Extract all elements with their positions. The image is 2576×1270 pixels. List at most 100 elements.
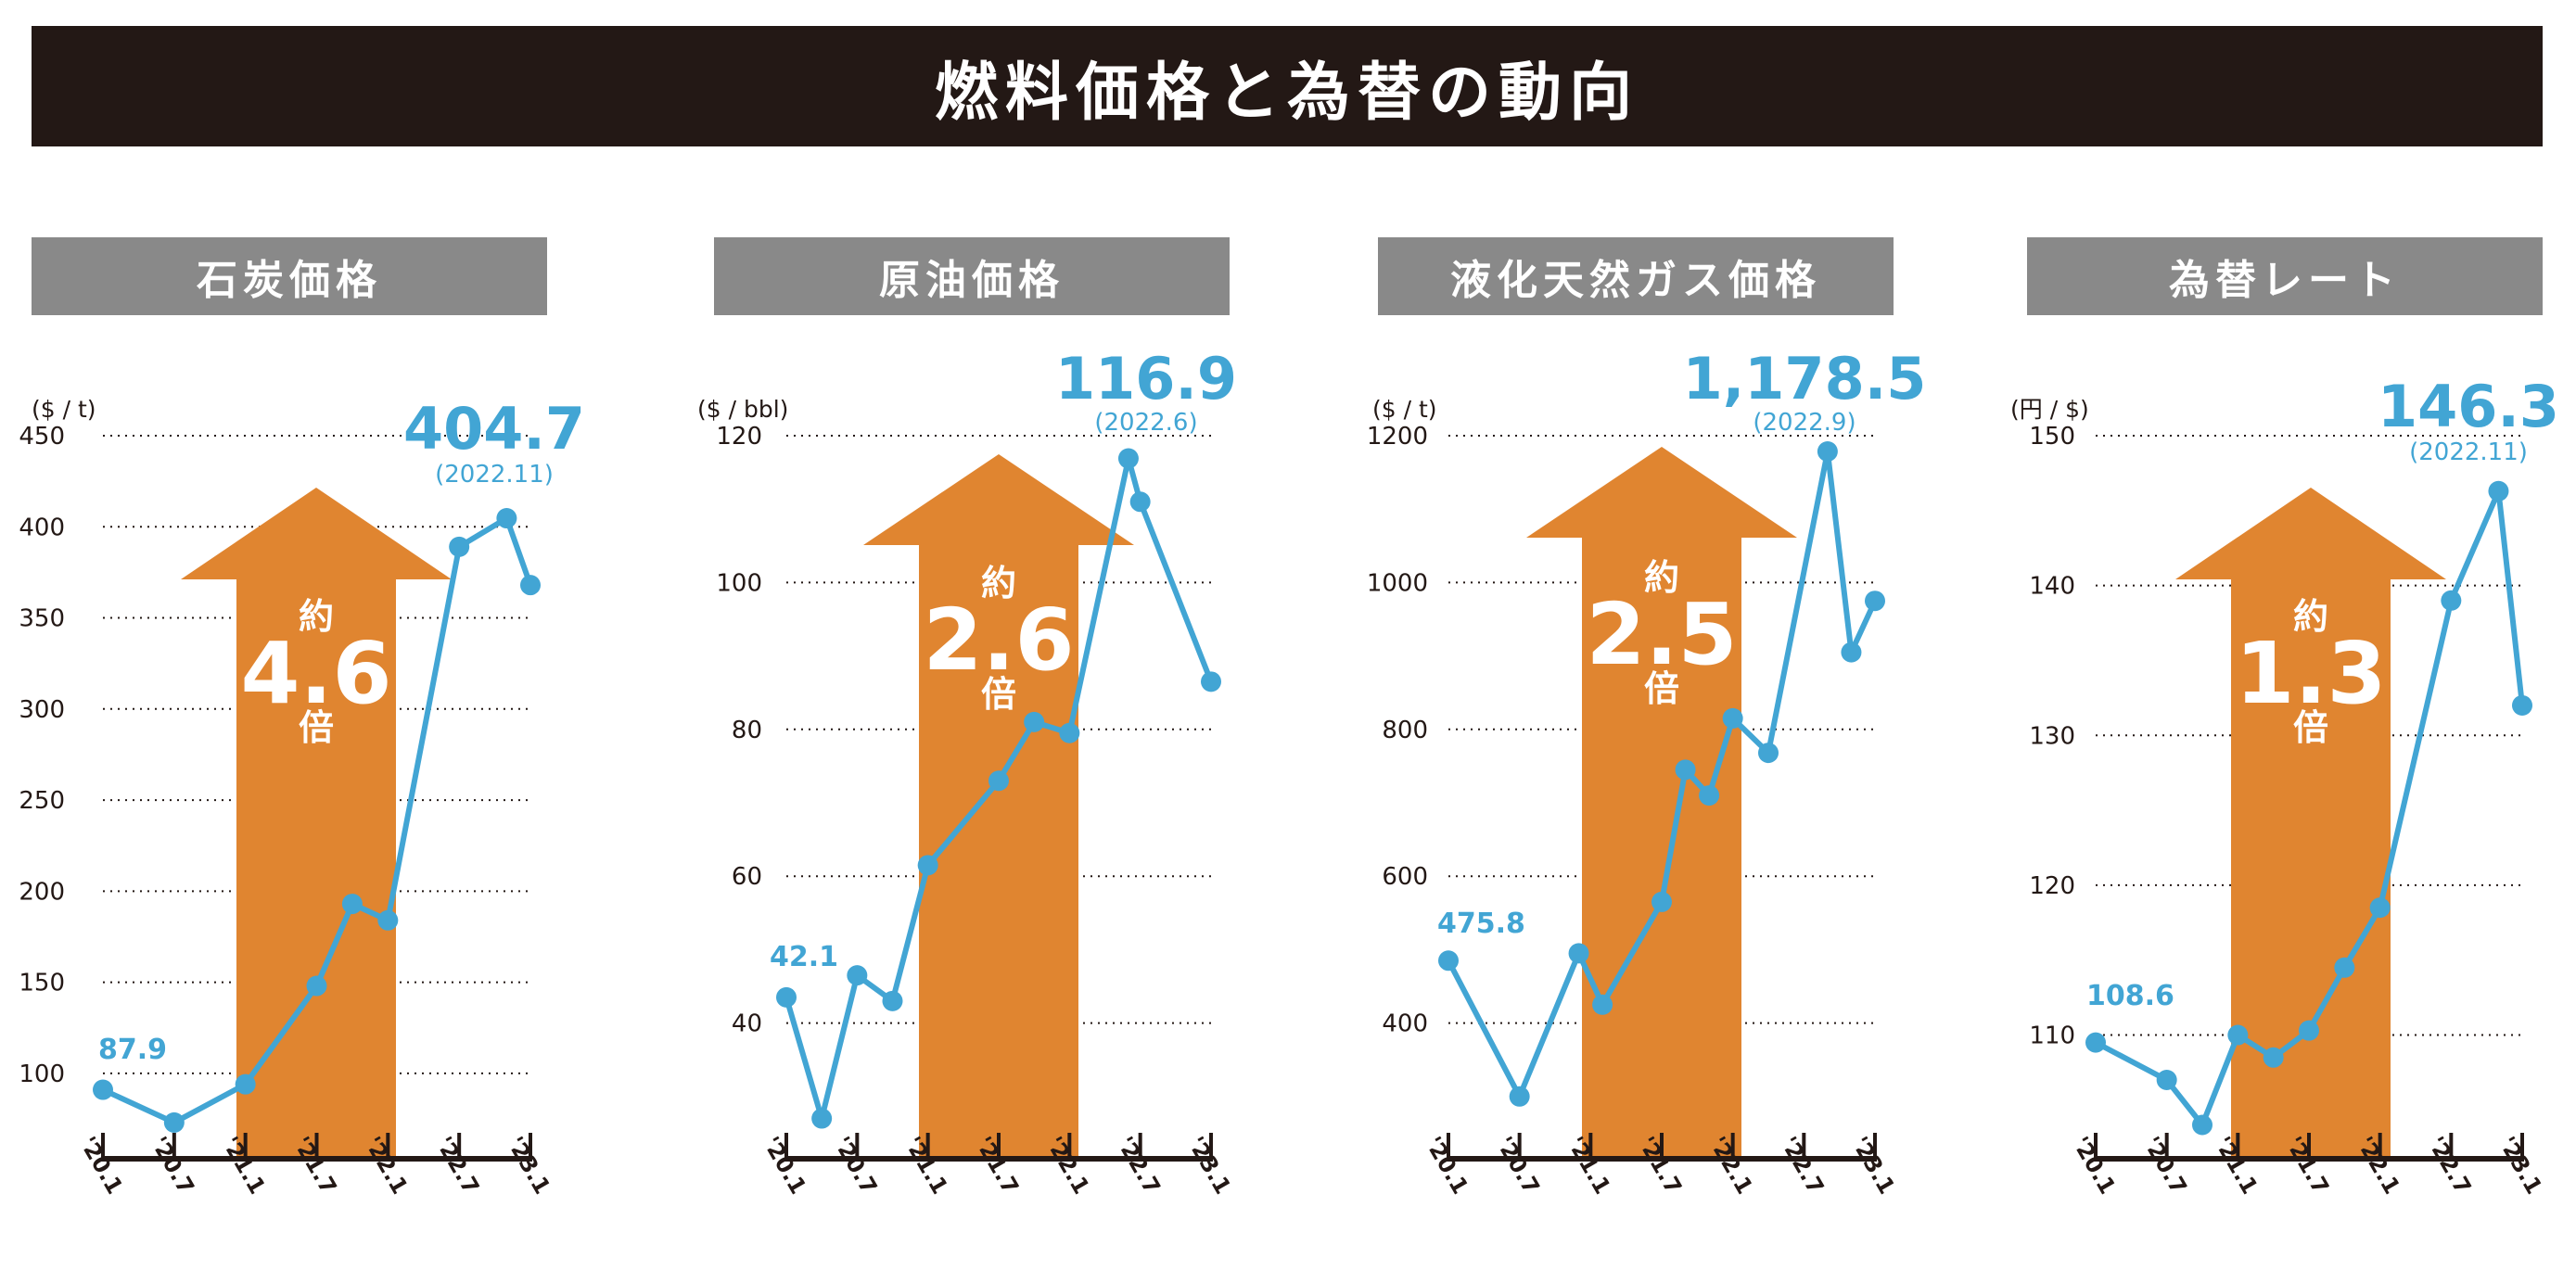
y-tick-label: 110 [2029,1022,2075,1050]
x-tick-label: '22.7 [1112,1132,1166,1199]
data-point [1841,641,1862,663]
data-point [2085,1032,2106,1053]
data-point [1129,491,1151,513]
data-point [1592,994,1613,1015]
ratio-value: 2.6 [924,591,1075,690]
x-tick-label: '23.1 [1183,1132,1237,1199]
x-tick-label: '20.7 [2138,1132,2192,1199]
series-line [1446,449,1878,1099]
peak-date-label: (2022.9) [1753,409,1855,437]
data-point [776,986,797,1008]
x-tick-label: '20.1 [2068,1132,2122,1199]
peak-date-label: (2022.6) [1094,409,1197,437]
data-point [1509,1086,1530,1107]
x-tick-label: '20.1 [1421,1132,1474,1199]
y-tick-label: 100 [19,1060,65,1088]
peak-value-label: 116.9 [1055,345,1237,413]
data-point [1024,711,1045,732]
y-tick-label: 300 [19,696,65,724]
y-tick-label: 200 [19,878,65,906]
x-tick-label: '22.1 [2352,1132,2405,1199]
peak-value-label: 146.3 [2378,373,2559,440]
ratio-prefix: 約 [299,596,334,637]
ratio-prefix: 約 [981,563,1016,603]
ratio-suffix: 倍 [1644,668,1679,709]
y-tick-label: 100 [716,569,762,597]
y-tick-label: 40 [732,1010,762,1038]
y-tick-label: 600 [1382,863,1428,891]
data-point [520,575,541,596]
data-point [496,508,517,529]
x-tick-label: '23.1 [1847,1132,1901,1199]
panel-header-lng: 液化天然ガス価格 [1378,237,1894,315]
increase-arrow [1526,447,1797,1159]
y-axis-unit: ($ / t) [1372,396,1437,423]
panel-header-coal: 石炭価格 [32,237,547,315]
ratio-suffix: 倍 [299,707,334,748]
x-tick-label: '22.7 [1776,1132,1830,1199]
data-point [2156,1070,2177,1091]
x-tick-label: '22.7 [431,1132,485,1199]
y-axis-unit: ($ / bbl) [697,396,788,423]
start-value-label: 42.1 [770,941,838,973]
ratio-prefix: 約 [2293,596,2328,637]
panel-header-exchange-rate: 為替レート [2027,237,2543,315]
panel-header-crude-oil: 原油価格 [714,237,1230,315]
y-axis-unit: ($ / t) [32,396,96,423]
x-tick-label: '22.7 [2423,1132,2477,1199]
y-tick-label: 60 [732,863,762,891]
data-point [1722,707,1743,729]
data-point [1675,759,1696,781]
ratio-suffix: 倍 [2293,707,2328,748]
data-point [306,975,327,997]
peak-value-label: 1,178.5 [1683,345,1927,413]
x-tick-label: '20.1 [75,1132,129,1199]
x-tick-label: '22.1 [360,1132,414,1199]
y-tick-label: 400 [19,514,65,541]
ratio-value: 4.6 [241,624,392,723]
data-point [1817,441,1838,463]
data-point [847,965,868,986]
data-point [235,1073,256,1095]
increase-arrow [2175,488,2446,1159]
data-point [93,1079,113,1100]
peak-value-label: 404.7 [403,395,585,463]
data-point [1568,943,1589,964]
data-point [163,1111,185,1133]
start-value-label: 87.9 [98,1034,167,1066]
data-point [1117,448,1139,469]
data-point [2488,480,2509,502]
data-point [2227,1024,2249,1046]
peak-date-label: (2022.11) [435,461,554,489]
data-point [341,894,363,915]
data-point [1758,743,1779,764]
data-point [1699,785,1720,806]
data-point [2263,1047,2284,1068]
y-tick-label: 400 [1382,1010,1428,1038]
data-point [2192,1114,2213,1136]
data-point [811,1108,833,1129]
data-point [377,909,399,931]
data-point [2369,897,2391,919]
data-point [1438,950,1459,972]
data-point [2512,694,2532,716]
ratio-value: 2.5 [1587,585,1738,684]
y-axis-unit: (円 / $) [2010,396,2089,423]
y-tick-label: 450 [19,423,65,451]
ratio-value: 1.3 [2236,624,2387,723]
increase-arrow [863,454,1134,1159]
data-point [1059,722,1080,743]
y-tick-label: 120 [2029,872,2075,900]
x-tick-label: '20.1 [759,1132,812,1199]
data-point [2441,590,2462,611]
y-tick-label: 150 [19,970,65,997]
data-point [2299,1020,2319,1041]
x-tick-label: '20.7 [829,1132,883,1199]
ratio-suffix: 倍 [981,674,1016,715]
data-point [1651,891,1672,912]
start-value-label: 108.6 [2086,980,2174,1012]
page-title: 燃料価格と為替の動向 [32,26,2543,146]
y-tick-label: 80 [732,717,762,744]
data-point [882,990,903,1011]
